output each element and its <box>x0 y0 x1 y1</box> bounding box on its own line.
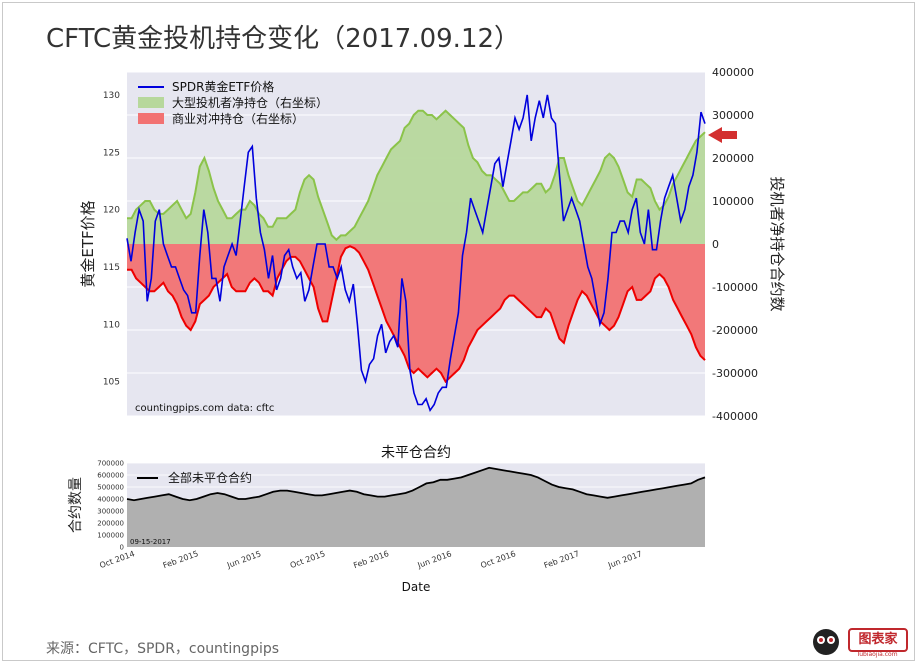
speculator-net-line <box>127 109 706 242</box>
logo-text: 图表家 <box>848 628 908 652</box>
right-y-tick-label: -200000 <box>712 324 758 337</box>
oi-y-tick-label: 0 <box>120 544 124 552</box>
logo-mascot-icon <box>813 629 839 655</box>
latest-value-arrow <box>708 127 737 143</box>
left-y-tick-label: 130 <box>103 91 120 101</box>
x-axis-label: Date <box>402 580 431 594</box>
logo-subtext: Tubiaojia.com <box>856 651 898 658</box>
legend-swatch-spec <box>138 97 164 108</box>
x-tick-label: Feb 2015 <box>162 549 200 570</box>
oi-y-tick-label: 200000 <box>97 520 124 528</box>
x-tick-label: Feb 2017 <box>543 549 581 570</box>
x-tick-label: Jun 2017 <box>606 549 643 570</box>
left-y-tick-label: 110 <box>103 320 120 330</box>
oi-y-tick-label: 700000 <box>97 460 124 468</box>
oi-y-tick-label: 400000 <box>97 496 124 504</box>
legend-swatch-comm <box>138 113 164 124</box>
right-y-tick-label: 200000 <box>712 152 754 165</box>
oi-y-tick-label: 300000 <box>97 508 124 516</box>
right-y-tick-label: -300000 <box>712 367 758 380</box>
right-y-tick-label: 0 <box>712 238 719 251</box>
left-y-tick-label: 115 <box>103 263 120 273</box>
legend-label: SPDR黄金ETF价格 <box>172 79 274 94</box>
oi-y-tick-label: 600000 <box>97 472 124 480</box>
x-tick-label: Oct 2016 <box>479 549 517 570</box>
oi-legend-label: 全部未平仓合约 <box>168 470 252 485</box>
gld-price-line <box>126 94 706 413</box>
legend-label: 商业对冲持仓（右坐标） <box>172 111 304 126</box>
source-note: 来源：CFTC，SPDR，countingpips <box>46 641 280 657</box>
left-y-tick-label: 125 <box>103 148 120 158</box>
x-tick-label: Jun 2015 <box>225 549 262 570</box>
right-y-axis-label: 投机者净持仓合约数 <box>768 176 786 311</box>
right-y-tick-label: -400000 <box>712 410 758 423</box>
oi-line <box>126 466 706 502</box>
right-y-tick-label: 100000 <box>712 195 754 208</box>
oi-y-tick-label: 100000 <box>97 532 124 540</box>
x-tick-label: Oct 2014 <box>98 549 136 570</box>
data-source-annotation: countingpips.com data: cftc <box>135 403 274 414</box>
right-y-tick-label: 300000 <box>712 109 754 122</box>
left-y-tick-label: 120 <box>103 206 120 216</box>
oi-date-annotation: 09-15-2017 <box>130 538 171 546</box>
x-tick-label: Jun 2016 <box>416 549 453 570</box>
x-tick-label: Oct 2015 <box>289 549 327 570</box>
legend-label: 大型投机者净持仓（右坐标） <box>172 95 328 110</box>
commercial-hedge-area <box>127 244 705 382</box>
oi-y-axis-label: 合约数量 <box>68 477 84 533</box>
x-tick-label: Feb 2016 <box>352 549 390 570</box>
speculator-net-area <box>127 110 705 244</box>
brand-logo: 图表家 Tubiaojia.com <box>808 626 908 660</box>
oi-y-tick-label: 500000 <box>97 484 124 492</box>
right-y-tick-label: -100000 <box>712 281 758 294</box>
right-y-tick-label: 400000 <box>712 66 754 79</box>
page-title: CFTC黄金投机持仓变化（2017.09.12） <box>46 24 521 54</box>
left-y-tick-label: 105 <box>103 378 120 388</box>
left-y-axis-label: 黄金ETF价格 <box>79 200 97 287</box>
oi-title: 未平仓合约 <box>381 445 451 461</box>
